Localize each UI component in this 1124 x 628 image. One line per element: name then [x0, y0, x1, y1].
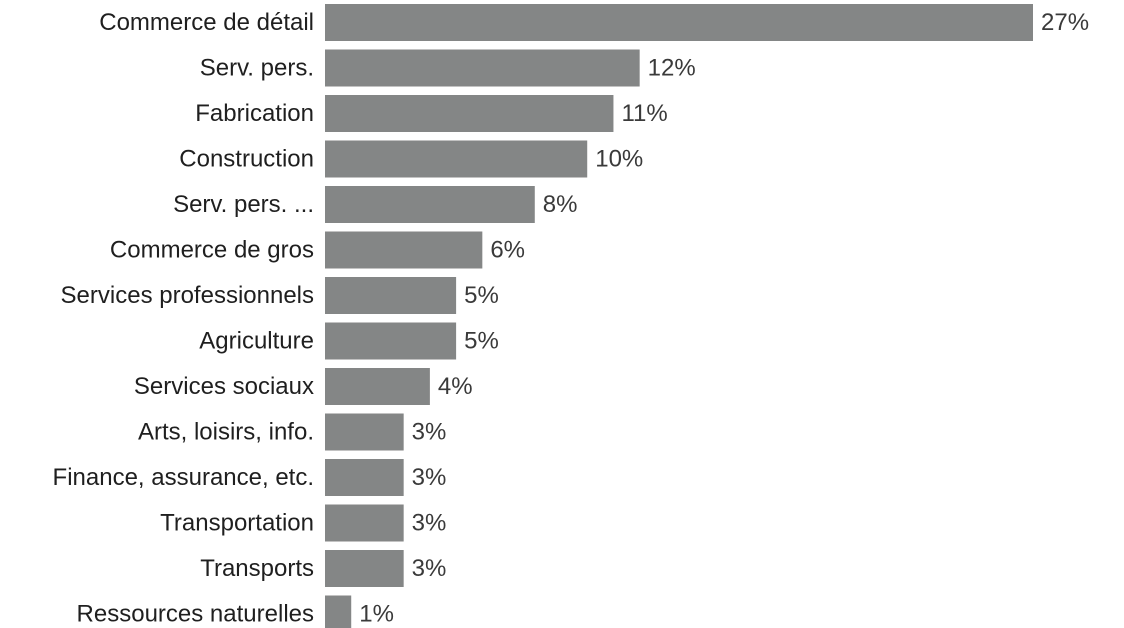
bar	[325, 95, 614, 132]
category-labels: Commerce de détail Serv. pers. Fabrication…	[53, 9, 314, 628]
value-label: 6%	[490, 237, 525, 264]
value-label: 1%	[359, 601, 394, 628]
value-label: 5%	[464, 328, 499, 355]
value-label: 12%	[648, 55, 696, 82]
value-label: 11%	[621, 100, 667, 127]
category-label: Serv. pers. ...	[173, 191, 314, 218]
value-label: 4%	[438, 373, 473, 400]
category-label: Fabrication	[195, 100, 314, 127]
value-label: 3%	[412, 555, 447, 582]
category-label: Transportation	[160, 510, 314, 537]
category-label: Ressources naturelles	[77, 601, 314, 628]
bar	[325, 368, 430, 405]
value-label: 3%	[412, 419, 447, 446]
category-label: Services professionnels	[61, 282, 314, 309]
bar	[325, 459, 404, 496]
category-label: Agriculture	[199, 328, 314, 355]
category-label: Finance, assurance, etc.	[53, 464, 314, 491]
value-label: 5%	[464, 282, 499, 309]
category-label: Commerce de détail	[99, 9, 314, 36]
bar	[325, 231, 483, 269]
value-label: 10%	[595, 146, 643, 173]
bar	[325, 595, 352, 628]
value-label: 27%	[1041, 9, 1089, 36]
bar	[325, 413, 404, 451]
bar	[325, 504, 404, 542]
category-label: Transports	[200, 555, 314, 582]
category-label: Serv. pers.	[200, 55, 314, 82]
category-label: Commerce de gros	[110, 237, 314, 264]
value-label: 3%	[412, 464, 447, 491]
category-label: Construction	[179, 146, 314, 173]
bar	[325, 49, 640, 87]
value-label: 8%	[543, 191, 578, 218]
bar	[325, 550, 404, 587]
category-label: Arts, loisirs, info.	[138, 419, 314, 446]
bar	[325, 4, 1033, 41]
bar	[325, 186, 535, 223]
bars-layer	[325, 4, 1033, 628]
bar	[325, 322, 457, 360]
value-labels: 27% 12% 11% 10% 8% 6% 5% 5% 4% 3% 3% 3% 3% 1%	[359, 9, 1089, 628]
bar	[325, 140, 588, 178]
bar	[325, 277, 457, 314]
value-label: 3%	[412, 510, 447, 537]
category-label: Services sociaux	[134, 373, 314, 400]
